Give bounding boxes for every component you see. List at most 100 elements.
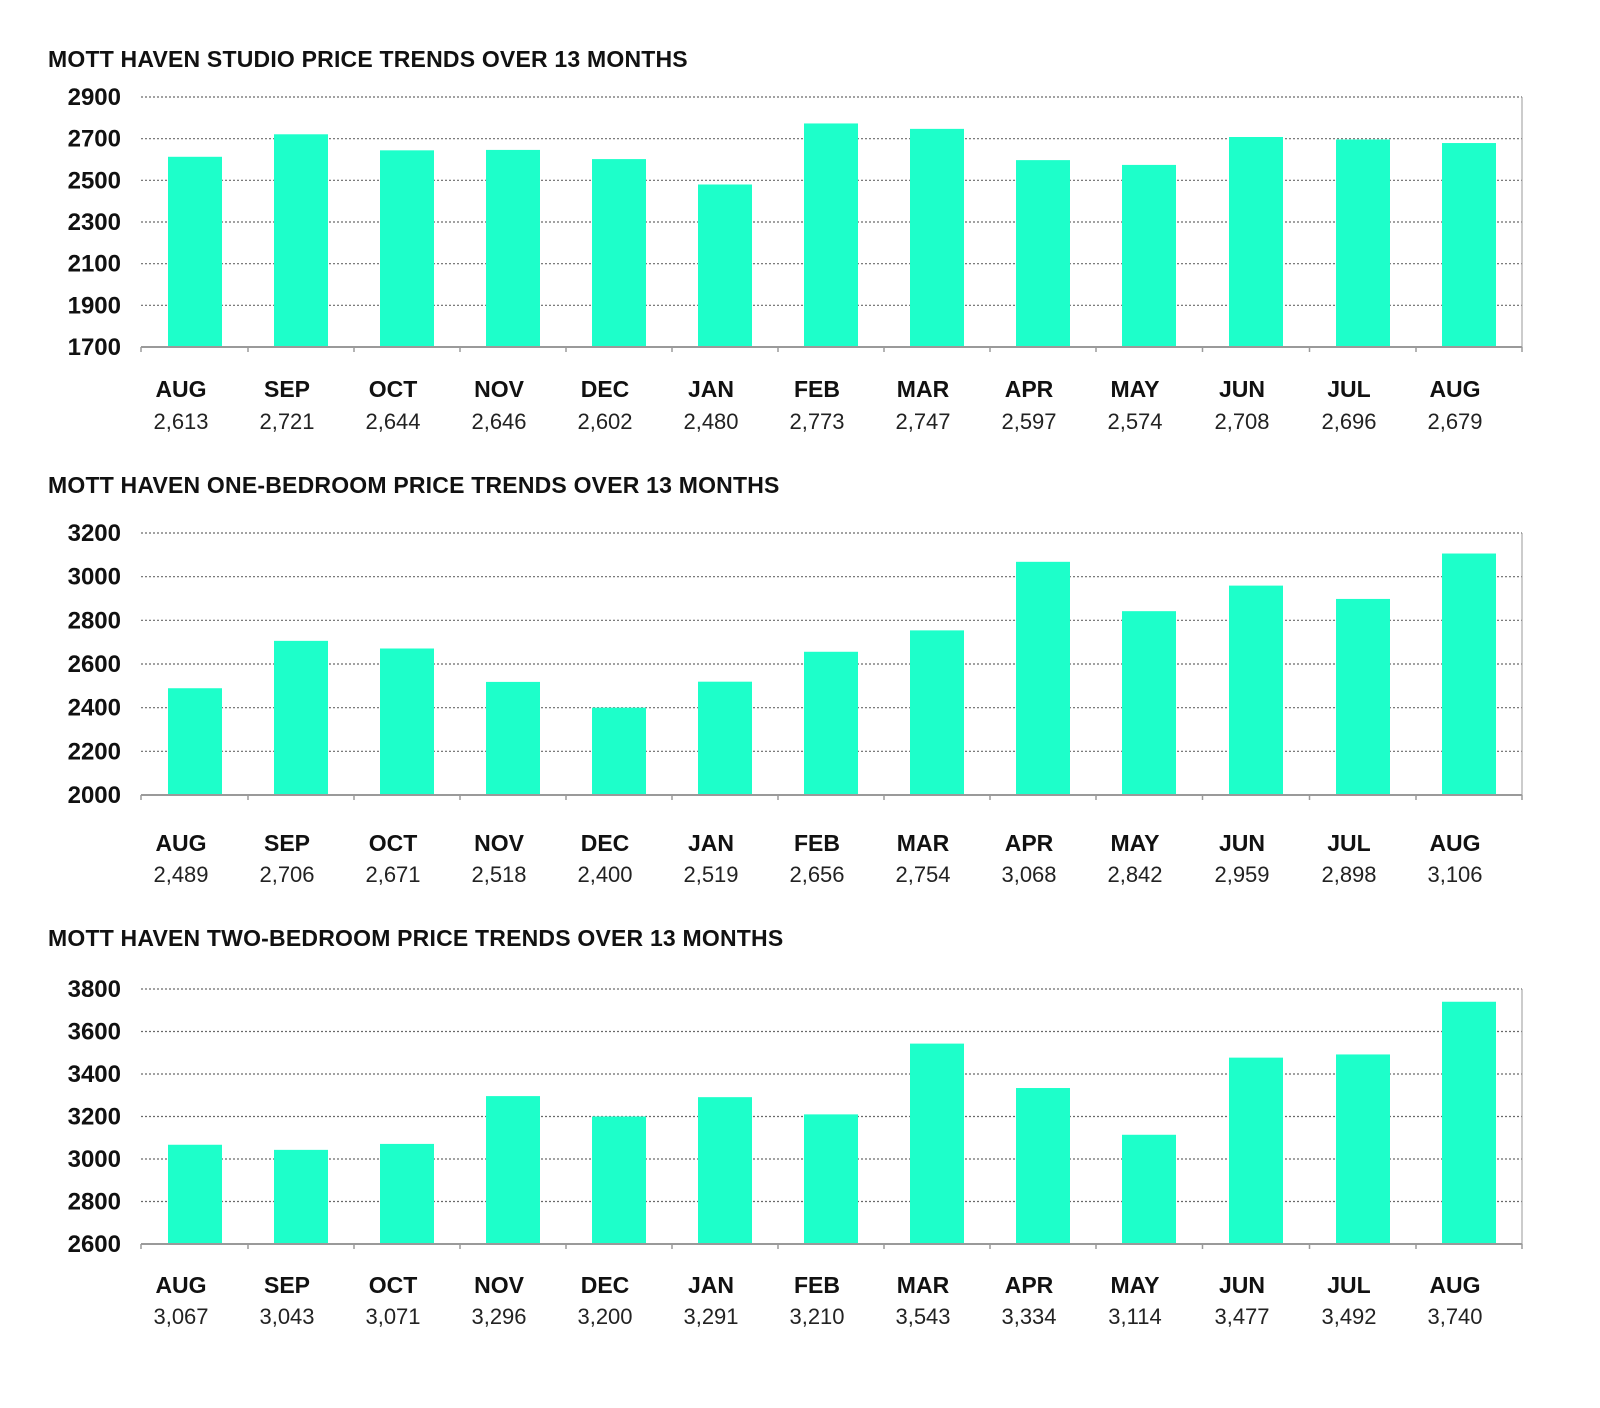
data-label: 2,656 (789, 862, 844, 887)
data-label: 2,708 (1214, 409, 1269, 434)
x-tick-label: MAY (1111, 376, 1160, 402)
x-tick-label: JAN (688, 376, 734, 402)
x-tick-label: DEC (581, 1272, 630, 1298)
y-tick-label: 2700 (68, 126, 121, 153)
x-tick-label: MAR (897, 830, 950, 856)
x-tick-label: AUG (1429, 830, 1480, 856)
bar-apr-8 (1016, 1088, 1070, 1244)
bar-dec-4 (592, 707, 646, 795)
data-label: 2,842 (1107, 862, 1162, 887)
data-label: 2,574 (1107, 409, 1162, 434)
x-tick-label: SEP (264, 1272, 310, 1298)
bar-oct-2 (380, 150, 434, 347)
x-tick-label: DEC (581, 830, 630, 856)
x-tick-label: JUL (1327, 830, 1370, 856)
x-tick-label: JUL (1327, 376, 1370, 402)
studio-chart: MOTT HAVEN STUDIO PRICE TRENDS OVER 13 M… (0, 46, 1600, 446)
data-label: 2,959 (1214, 862, 1269, 887)
bar-sep-1 (274, 640, 328, 795)
data-label: 3,071 (365, 1304, 420, 1329)
bar-jul-11 (1336, 1054, 1390, 1244)
y-tick-label: 2400 (68, 695, 121, 722)
x-tick-label: MAY (1111, 1272, 1160, 1298)
bar-dec-4 (592, 159, 646, 347)
data-label: 2,679 (1427, 409, 1482, 434)
x-tick-label: MAR (897, 376, 950, 402)
x-tick-label: JAN (688, 830, 734, 856)
x-tick-label: AUG (155, 1272, 206, 1298)
y-tick-label: 1900 (68, 292, 121, 319)
x-tick-label: JUN (1219, 376, 1265, 402)
data-label: 2,671 (365, 862, 420, 887)
data-label: 2,644 (365, 409, 420, 434)
y-tick-label: 2500 (68, 167, 121, 194)
x-tick-label: JUN (1219, 830, 1265, 856)
y-tick-label: 2300 (68, 209, 121, 236)
y-tick-label: 3000 (68, 1146, 121, 1173)
bar-aug-12 (1442, 143, 1496, 347)
bar-jun-10 (1229, 585, 1283, 795)
bar-dec-4 (592, 1116, 646, 1244)
two-bedroom-chart: MOTT HAVEN TWO-BEDROOM PRICE TRENDS OVER… (0, 925, 1600, 1345)
x-tick-label: OCT (369, 1272, 418, 1298)
data-label: 2,597 (1001, 409, 1056, 434)
data-label: 2,898 (1321, 862, 1376, 887)
data-label: 3,291 (683, 1304, 738, 1329)
x-tick-label: SEP (264, 376, 310, 402)
x-tick-label: JUL (1327, 1272, 1370, 1298)
data-label: 2,518 (471, 862, 526, 887)
x-tick-label: NOV (474, 376, 525, 402)
data-label: 2,489 (153, 862, 208, 887)
data-label: 3,067 (153, 1304, 208, 1329)
x-tick-label: APR (1005, 376, 1054, 402)
y-tick-label: 2000 (68, 782, 121, 809)
y-tick-label: 3000 (68, 564, 121, 591)
bar-nov-3 (486, 1096, 540, 1244)
bar-nov-3 (486, 681, 540, 795)
y-tick-label: 3600 (68, 1019, 121, 1046)
data-label: 2,706 (259, 862, 314, 887)
y-tick-label: 2200 (68, 738, 121, 765)
data-label: 2,519 (683, 862, 738, 887)
bar-sep-1 (274, 1149, 328, 1244)
data-label: 3,477 (1214, 1304, 1269, 1329)
data-label: 2,696 (1321, 409, 1376, 434)
data-label: 2,747 (895, 409, 950, 434)
bar-jul-11 (1336, 139, 1390, 347)
two-bedroom-chart-plot: 3800 3600 3400 3200 3000 2800 2600 AUG 3,067 SEP 3… (68, 976, 1523, 1329)
y-tick-label: 3400 (68, 1061, 121, 1088)
y-tick-label: 2100 (68, 251, 121, 278)
data-label: 3,210 (789, 1304, 844, 1329)
bar-aug-0 (168, 688, 222, 795)
x-tick-label: JAN (688, 1272, 734, 1298)
one-bedroom-chart-plot: 3200 3000 2800 2600 2400 2200 2000 AUG 2,489 SEP 2… (68, 520, 1523, 887)
x-tick-label: NOV (474, 1272, 525, 1298)
x-tick-label: AUG (155, 376, 206, 402)
bar-jun-10 (1229, 1057, 1283, 1244)
data-label: 2,773 (789, 409, 844, 434)
y-tick-label: 3800 (68, 976, 121, 1003)
bar-nov-3 (486, 149, 540, 347)
x-tick-label: NOV (474, 830, 525, 856)
data-label: 2,480 (683, 409, 738, 434)
data-label: 2,400 (577, 862, 632, 887)
bar-mar-7 (910, 1043, 964, 1244)
bar-mar-7 (910, 128, 964, 347)
bar-may-9 (1122, 611, 1176, 795)
bar-aug-12 (1442, 1001, 1496, 1244)
x-tick-label: AUG (155, 830, 206, 856)
bar-apr-8 (1016, 160, 1070, 347)
y-tick-label: 3200 (68, 1104, 121, 1131)
x-tick-label: APR (1005, 830, 1054, 856)
data-label: 2,721 (259, 409, 314, 434)
studio-chart-plot: 2900 2700 2500 2300 2100 1900 1700 AUG 2,613 SEP 2… (68, 84, 1523, 434)
one-bedroom-chart: MOTT HAVEN ONE-BEDROOM PRICE TRENDS OVER… (0, 472, 1600, 892)
data-label: 3,068 (1001, 862, 1056, 887)
y-tick-label: 2900 (68, 84, 121, 111)
bar-mar-7 (910, 630, 964, 795)
bar-feb-6 (804, 651, 858, 795)
bar-feb-6 (804, 123, 858, 347)
data-label: 3,114 (1108, 1304, 1161, 1329)
y-tick-label: 2800 (68, 1189, 121, 1216)
bar-oct-2 (380, 1143, 434, 1244)
